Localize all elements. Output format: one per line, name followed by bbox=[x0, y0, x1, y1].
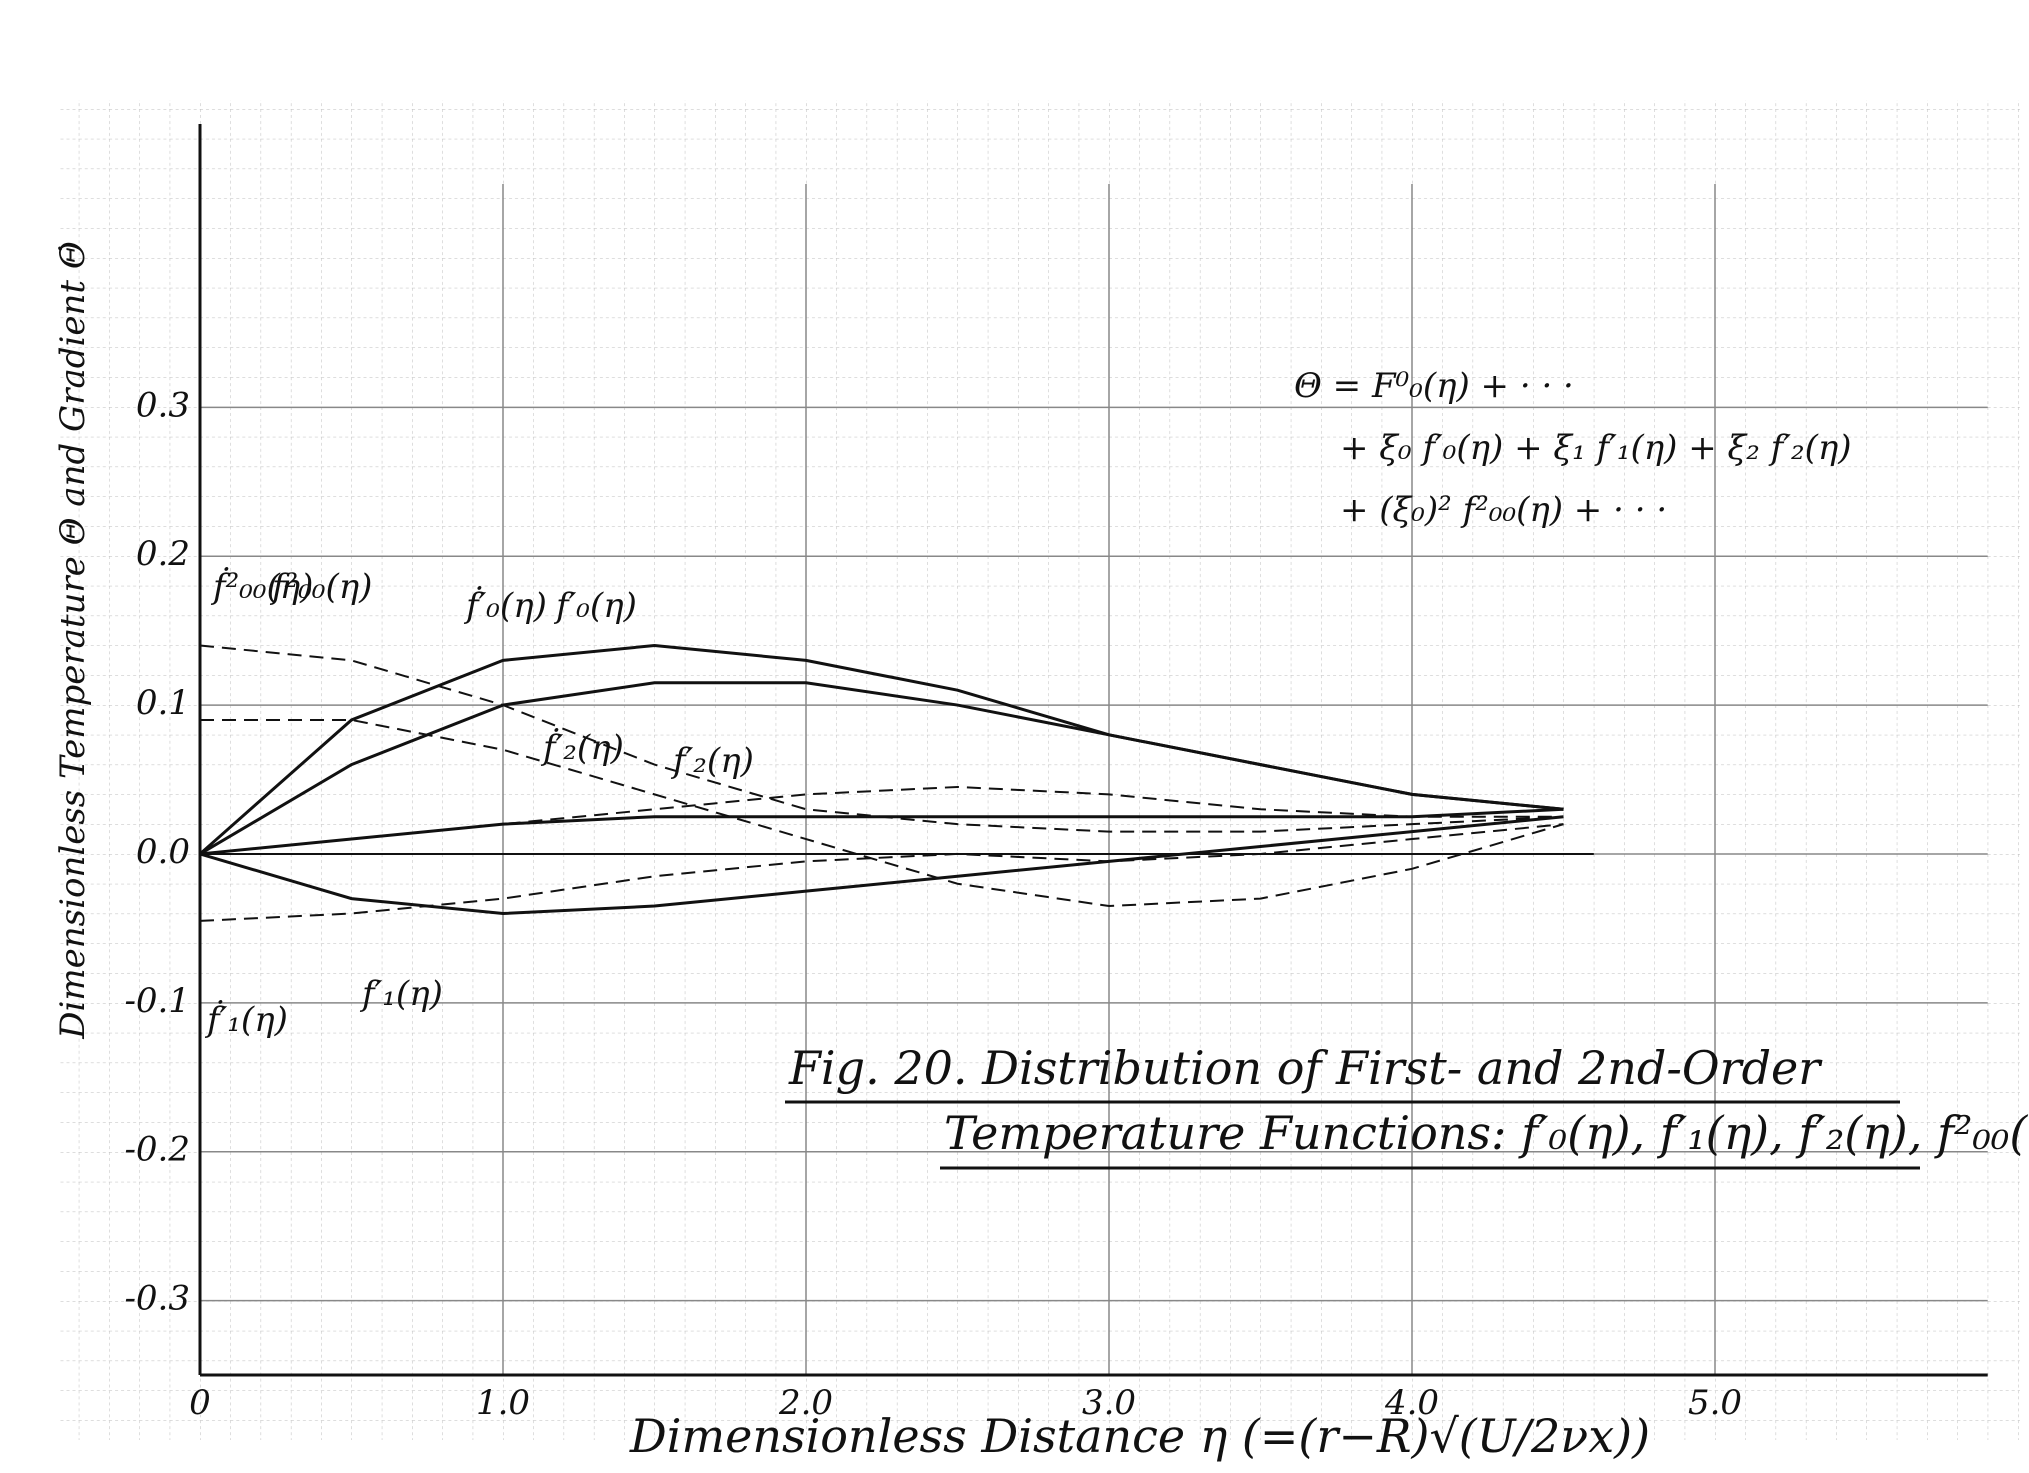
y-tick-label: -0.3 bbox=[124, 1279, 190, 1319]
x-tick-label: 1.0 bbox=[476, 1383, 530, 1423]
y-tick-label: -0.2 bbox=[124, 1130, 190, 1170]
formula-line: + (ξ₀)² f²₀₀(η) + · · · bbox=[1340, 490, 1667, 530]
formula-line: Θ = F⁰₀(η) + · · · bbox=[1294, 366, 1574, 406]
series-label: ḟ′₂(η) bbox=[540, 728, 624, 768]
chart-title: Fig. 20. Distribution of First- and 2nd-… bbox=[788, 1041, 1823, 1095]
y-tick-label: 0.0 bbox=[136, 832, 190, 872]
series-label: f′₁(η) bbox=[359, 974, 443, 1014]
formula-line: + ξ₀ f′₀(η) + ξ₁ f′₁(η) + ξ₂ f′₂(η) bbox=[1340, 428, 1852, 468]
chart-subtitle: Temperature Functions: f′₀(η), f′₁(η), f… bbox=[944, 1106, 2029, 1160]
y-tick-label: 0.2 bbox=[136, 534, 190, 574]
x-tick-label: 0 bbox=[189, 1383, 211, 1423]
y-tick-label: -0.1 bbox=[124, 981, 190, 1021]
series-label: ḟ²₀₀(η) bbox=[210, 567, 313, 607]
x-axis-label: Dimensionless Distance η (=(r−R)√(U/2νx)… bbox=[629, 1409, 1650, 1463]
x-tick-label: 5.0 bbox=[1688, 1383, 1742, 1423]
series-label: f′₂(η) bbox=[670, 741, 754, 781]
series-label: f′₀(η) bbox=[553, 586, 637, 626]
y-tick-label: 0.1 bbox=[136, 683, 190, 723]
y-tick-label: 0.3 bbox=[136, 385, 190, 425]
chart: -0.3-0.2-0.10.00.10.20.301.02.03.04.05.0… bbox=[0, 0, 2029, 1473]
series-label: ḟ′₁(η) bbox=[204, 1000, 288, 1040]
series-label: ḟ′₀(η) bbox=[463, 586, 547, 626]
graph-paper bbox=[60, 100, 2020, 1440]
y-axis-label: Dimensionless Temperature Θ and Gradient… bbox=[53, 241, 93, 1040]
